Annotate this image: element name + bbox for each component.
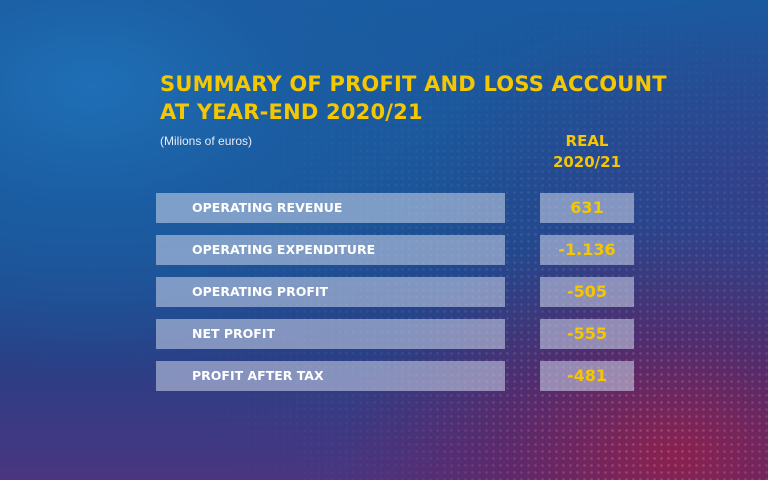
table-row-profit-after-tax: PROFIT AFTER TAX -481	[156, 361, 636, 391]
row-label: NET PROFIT	[156, 319, 505, 349]
row-value: 631	[540, 193, 634, 223]
table-row-net-profit: NET PROFIT -555	[156, 319, 636, 349]
column-header: REAL 2020/21	[540, 131, 634, 173]
row-label: OPERATING EXPENDITURE	[156, 235, 505, 265]
row-value: -505	[540, 277, 634, 307]
unit-note: (Milions of euros)	[160, 134, 253, 148]
table-row-operating-expenditure: OPERATING EXPENDITURE -1.136	[156, 235, 636, 265]
row-value: -555	[540, 319, 634, 349]
table-row-operating-revenue: OPERATING REVENUE 631	[156, 193, 636, 223]
row-label: OPERATING REVENUE	[156, 193, 505, 223]
chart-title-line-2: AT YEAR-END 2020/21	[160, 100, 423, 124]
table-row-operating-profit: OPERATING PROFIT -505	[156, 277, 636, 307]
chart-title: SUMMARY OF PROFIT AND LOSS ACCOUNT AT YE…	[160, 70, 667, 126]
row-value: -481	[540, 361, 634, 391]
column-header-line-1: REAL	[565, 132, 609, 150]
row-label: OPERATING PROFIT	[156, 277, 505, 307]
chart-title-line-1: SUMMARY OF PROFIT AND LOSS ACCOUNT	[160, 72, 667, 96]
column-header-line-2: 2020/21	[552, 153, 622, 171]
row-value: -1.136	[540, 235, 634, 265]
row-label: PROFIT AFTER TAX	[156, 361, 505, 391]
